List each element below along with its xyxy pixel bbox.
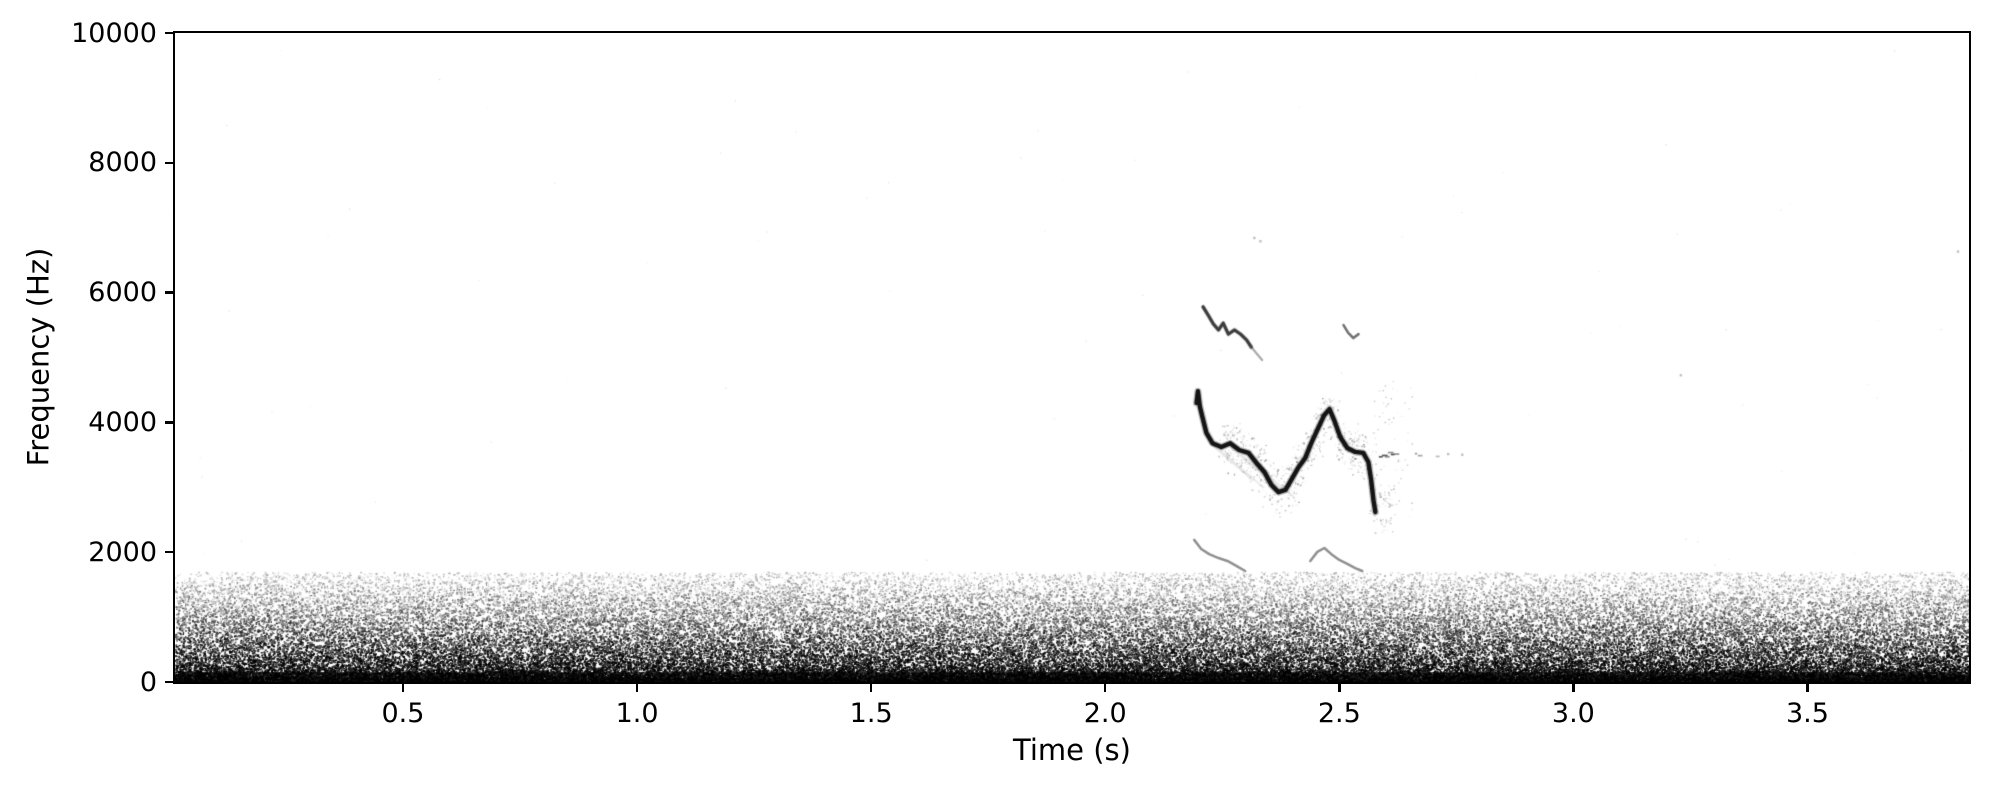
x-tick-label: 3.5 [1785, 698, 1829, 729]
y-tick-mark [165, 31, 175, 35]
y-tick-label: 10000 [71, 17, 157, 49]
x-tick-label: 1.5 [849, 698, 893, 729]
x-tick-mark [1572, 682, 1575, 692]
y-tick-mark [165, 291, 175, 294]
y-tick-label: 6000 [88, 277, 157, 309]
y-tick-label: 2000 [88, 536, 157, 568]
x-tick-mark [869, 682, 873, 692]
spectrogram-canvas [174, 32, 1969, 682]
y-tick-label: 4000 [88, 406, 157, 438]
x-tick-mark [1806, 682, 1809, 692]
x-tick-mark [635, 682, 639, 692]
y-tick-mark [165, 680, 175, 684]
y-axis-label: Frequency (Hz) [21, 247, 56, 467]
x-tick-label: 2.5 [1317, 698, 1361, 729]
y-tick-mark [165, 551, 175, 554]
x-tick-label: 3.0 [1551, 698, 1595, 729]
x-tick-mark [401, 682, 405, 692]
x-tick-label: 2.0 [1083, 698, 1127, 729]
y-tick-label: 0 [139, 666, 157, 698]
x-tick-label: 1.0 [615, 698, 659, 729]
plot-area [172, 30, 1971, 684]
x-tick-mark [1104, 682, 1107, 692]
x-tick-label: 0.5 [381, 698, 425, 729]
x-axis-label: Time (s) [1013, 733, 1131, 767]
y-tick-mark [165, 161, 175, 164]
x-tick-mark [1338, 682, 1341, 692]
y-tick-mark [165, 421, 175, 424]
y-tick-label: 8000 [88, 147, 157, 179]
